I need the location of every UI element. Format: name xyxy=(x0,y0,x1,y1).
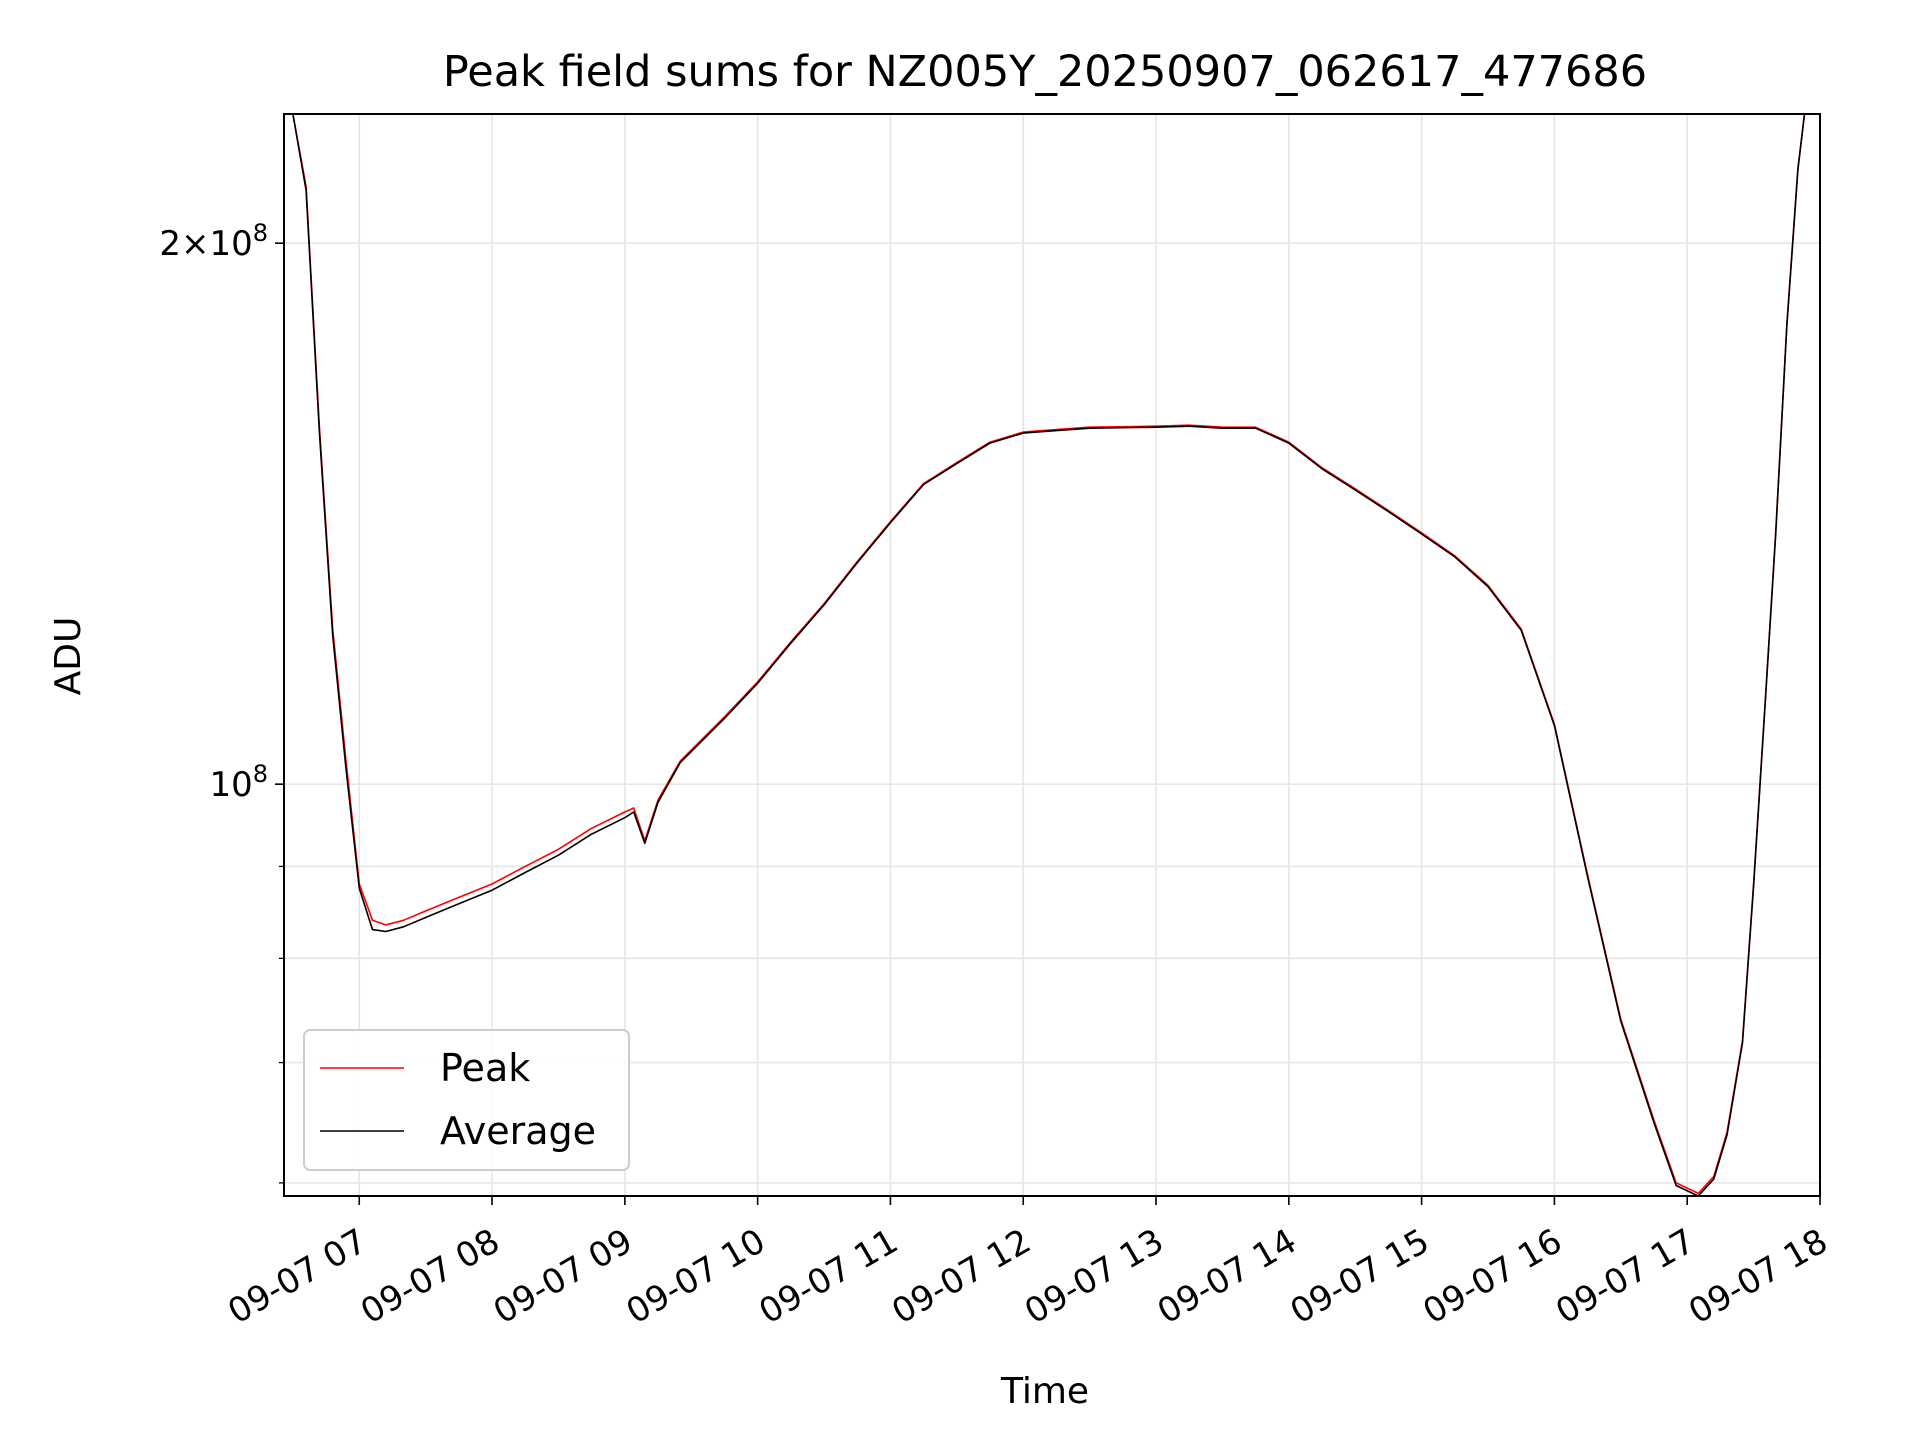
x-axis-label: Time xyxy=(1000,1371,1089,1412)
y-axis-label: ADU xyxy=(48,617,89,696)
legend-box xyxy=(303,1029,630,1171)
chart-title: Peak field sums for NZ005Y_20250907_0626… xyxy=(443,47,1647,97)
series-line-peak xyxy=(284,113,1806,1195)
legend-label-peak: Peak xyxy=(440,1046,530,1090)
legend: Peak Average xyxy=(303,1029,630,1171)
legend-label-average: Average xyxy=(440,1109,596,1153)
y-tick-label-2e8: 2×108 xyxy=(159,219,268,264)
series-line-average xyxy=(284,113,1806,1197)
plot-frame xyxy=(283,113,1821,1197)
series-group xyxy=(284,113,1806,1197)
y-tick-label-1e8: 108 xyxy=(209,760,268,805)
